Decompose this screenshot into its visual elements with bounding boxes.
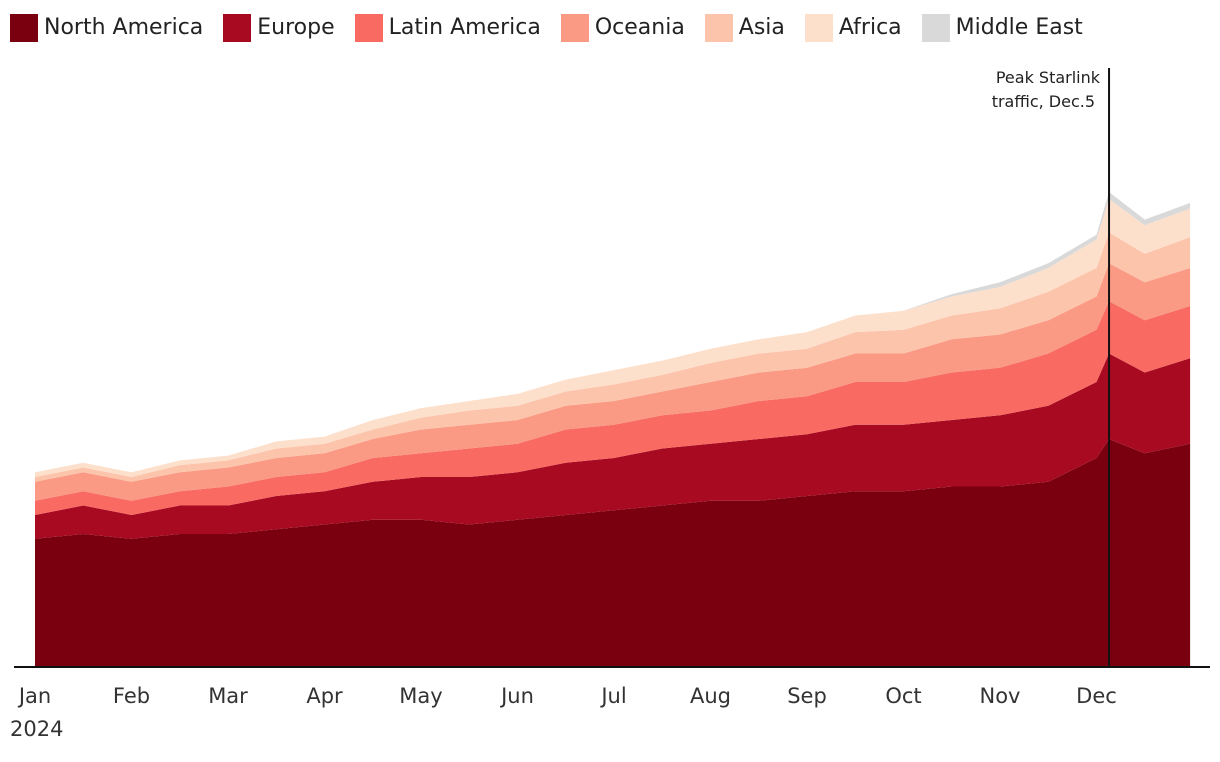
peak-annotation-line1: Peak Starlink (996, 68, 1101, 87)
x-tick-label: Jan (17, 684, 51, 708)
x-axis-year-label: 2024 (10, 717, 63, 741)
x-tick-label: May (399, 684, 442, 708)
legend-swatch (354, 14, 383, 42)
legend-label: Asia (738, 15, 785, 40)
area-europe (35, 353, 1191, 539)
legend-swatch (223, 14, 252, 42)
x-tick-label: Jul (599, 684, 626, 708)
legend-swatch (10, 14, 38, 42)
x-tick-label: Apr (306, 684, 343, 708)
legend-swatch (804, 14, 833, 42)
legend-item-north-america: North America (10, 14, 203, 42)
legend-item-europe: Europe (223, 14, 335, 42)
area-latin-america (35, 301, 1191, 515)
legend-swatch (921, 14, 950, 42)
legend-item-middle-east: Middle East (921, 14, 1083, 42)
legend-swatch (704, 14, 733, 42)
area-layers (35, 192, 1191, 667)
legend-label: Latin America (388, 15, 541, 40)
x-tick-label: Mar (208, 684, 248, 708)
area-north-america (35, 439, 1191, 667)
legend-label: Africa (838, 15, 902, 40)
legend-item-oceania: Oceania (560, 14, 685, 42)
legend-item-africa: Africa (804, 14, 902, 42)
x-tick-label: Oct (885, 684, 921, 708)
legend-item-asia: Asia (704, 14, 785, 42)
x-tick-label: Sep (787, 684, 827, 708)
legend-swatch (560, 14, 589, 42)
x-tick-label: Feb (113, 684, 150, 708)
legend-label: Europe (257, 15, 335, 40)
legend-label: North America (44, 15, 204, 40)
x-tick-label: Nov (980, 684, 1021, 708)
x-axis-ticks: Jan Feb Mar Apr May Jun Jul Aug Sep Oct Nov Dec (17, 684, 1117, 708)
legend-label: Middle East (955, 15, 1083, 40)
peak-annotation-line2: traffic, Dec.5 (992, 92, 1095, 111)
legend-item-latin-america: Latin America (354, 14, 541, 42)
x-tick-label: Dec (1076, 684, 1117, 708)
x-tick-label: Aug (690, 684, 731, 708)
legend-label: Oceania (594, 15, 685, 40)
x-tick-label: Jun (499, 684, 534, 708)
legend: North America Europe Latin America Oceania A… (10, 14, 1103, 42)
